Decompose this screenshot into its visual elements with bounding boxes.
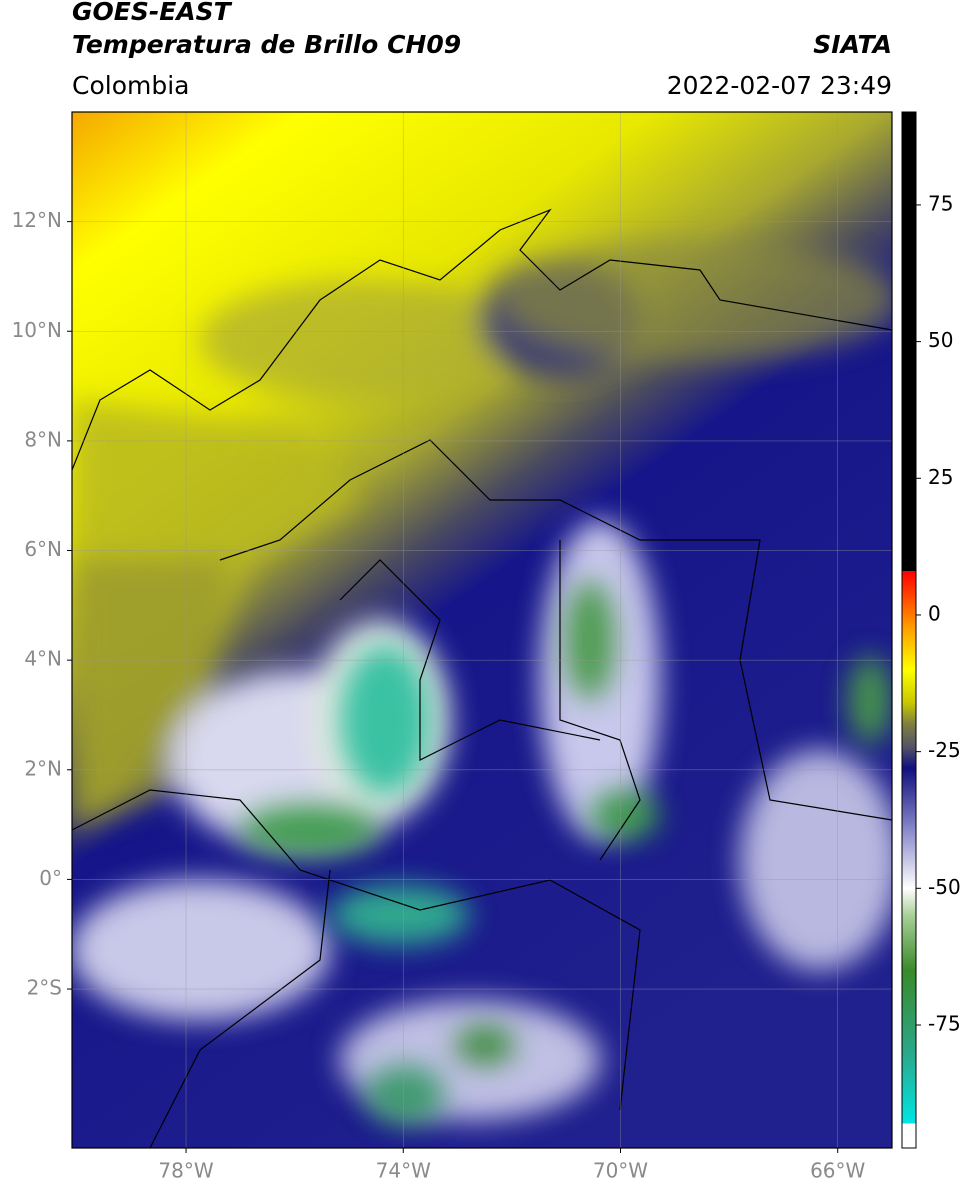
map-frame [71, 111, 893, 1149]
colorbar-label: 75 [928, 191, 953, 215]
lon-label: 70°W [593, 1159, 648, 1183]
border [72, 789, 641, 1111]
cold-cloud-tops [240, 580, 892, 1125]
border [149, 869, 331, 1148]
region: Colombia [72, 71, 189, 100]
colorbar-label: 50 [928, 328, 953, 352]
title-1: GOES-EAST [72, 0, 233, 26]
lon-label: 74°W [376, 1159, 431, 1183]
colorbar-label: 25 [928, 465, 953, 489]
lat-label: 0° [39, 866, 62, 890]
border [339, 559, 601, 761]
lat-label: 2°N [24, 756, 62, 780]
borders [72, 208, 892, 1148]
colorbar-label: -50 [928, 875, 961, 899]
lon-label: 66°W [810, 1159, 865, 1183]
border [219, 439, 892, 821]
graticule [72, 112, 892, 1148]
lat-label: 4°N [24, 647, 62, 671]
lat-label: 6°N [24, 537, 62, 561]
lat-label: 10°N [12, 318, 62, 342]
colorbar-label: -75 [928, 1011, 961, 1035]
lat-label: 2°S [27, 976, 62, 1000]
title-2: Temperatura de Brillo CH09 [72, 30, 461, 59]
lon-label: 78°W [158, 1159, 213, 1183]
coastline [72, 208, 892, 471]
cloud-field [72, 240, 892, 1120]
colorbar-label: -25 [928, 738, 961, 762]
colorbar-label: 0 [928, 601, 941, 625]
colorbar [901, 111, 917, 1149]
lat-label: 12°N [12, 208, 62, 232]
lat-label: 8°N [24, 427, 62, 451]
source: SIATA [813, 30, 892, 59]
satellite-image [72, 112, 892, 1148]
datetime: 2022-02-07 23:49 [667, 71, 892, 100]
